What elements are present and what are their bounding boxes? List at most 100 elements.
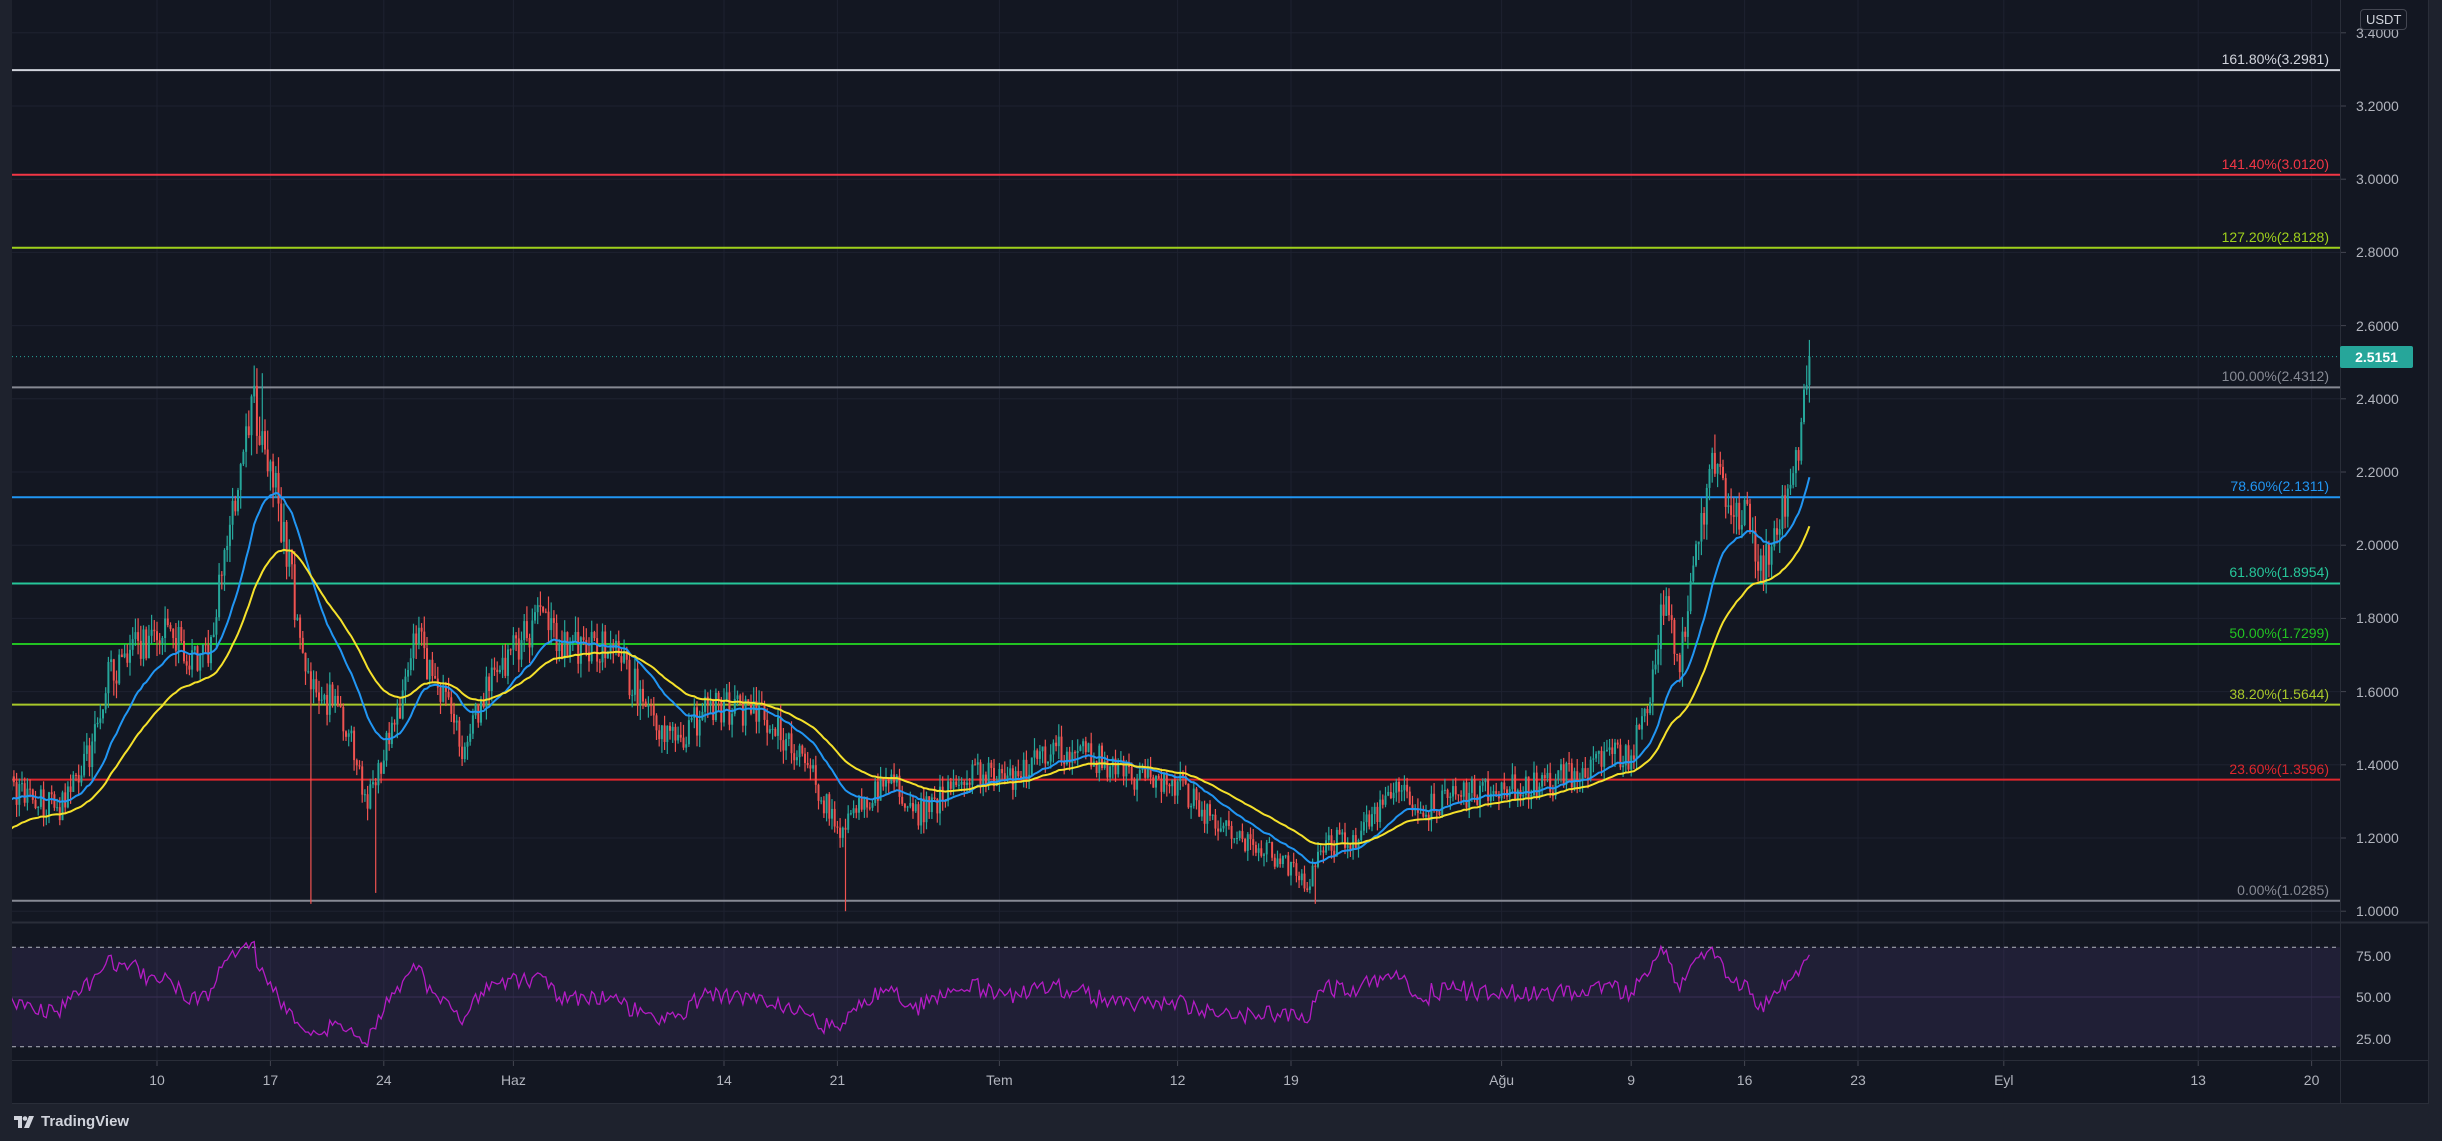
fib-level-label: 100.00%(2.4312) (2221, 368, 2329, 385)
price-axis-label: 1.8000 (2356, 610, 2399, 627)
candle-up (215, 609, 218, 649)
candle-up (231, 487, 234, 540)
candle-down (1214, 808, 1217, 836)
candle-down (361, 760, 364, 803)
candle-down (669, 722, 671, 740)
candle-down (655, 713, 658, 740)
candle-down (53, 791, 56, 811)
candle-up (107, 656, 110, 708)
candle-up (574, 616, 577, 642)
candle-down (566, 631, 569, 657)
candle-up (1030, 757, 1033, 776)
candle-up (404, 668, 407, 704)
candle-down (766, 708, 769, 746)
candle-down (822, 796, 825, 818)
fib-level-label: 161.80%(3.2981) (2221, 51, 2329, 68)
candle-up (523, 614, 526, 652)
candle-up (1800, 417, 1803, 465)
candle-up (1778, 519, 1781, 553)
rsi-axis-label: 75.00 (2356, 947, 2392, 964)
candle-down (596, 623, 599, 672)
candle-up (1708, 464, 1711, 501)
candle-up (212, 622, 215, 638)
candle-up (199, 652, 202, 682)
candle-down (933, 786, 936, 801)
candle-down (15, 772, 18, 817)
candle-down (1279, 853, 1282, 868)
candle-down (1713, 434, 1716, 477)
candle-down (515, 632, 518, 652)
candle-down (1738, 492, 1741, 535)
candle-up (407, 662, 410, 682)
candle-up (218, 563, 221, 621)
candle-up (1284, 854, 1287, 859)
candle-up (1087, 742, 1090, 753)
candle-down (339, 696, 342, 708)
candle-down (544, 608, 547, 614)
candle-down (1514, 766, 1517, 801)
candle-down (1784, 485, 1787, 529)
candle-up (885, 767, 887, 794)
candle-down (1587, 767, 1589, 789)
candle-down (882, 777, 885, 791)
candle-down (1160, 768, 1163, 803)
candle-down (1149, 756, 1152, 785)
time-axis-label: Ağu (1489, 1072, 1515, 1088)
candle-up (976, 753, 979, 775)
candle-down (1376, 802, 1379, 831)
candle-up (1605, 739, 1608, 752)
candle-down (450, 689, 453, 722)
candle-down (1797, 447, 1800, 471)
candle-up (469, 723, 472, 746)
candle-down (901, 785, 904, 806)
tradingview-logo[interactable]: TradingView (14, 1113, 129, 1130)
candle-up (226, 535, 229, 562)
candle-down (696, 701, 698, 747)
candle-down (539, 591, 542, 616)
candle-up (382, 749, 385, 774)
candle-up (296, 614, 299, 621)
candle-down (1465, 778, 1468, 812)
currency-badge[interactable]: USDT (2360, 9, 2408, 30)
candle-down (1427, 811, 1430, 832)
candle-up (895, 774, 898, 787)
candle-up (925, 791, 928, 830)
candle-down (399, 697, 401, 719)
rsi-pane[interactable] (11, 940, 2340, 1048)
candle-up (1533, 761, 1535, 799)
candle-up (841, 826, 844, 848)
candle-up (129, 634, 131, 676)
candle-up (631, 689, 634, 708)
candle-up (363, 789, 366, 802)
candle-down (674, 723, 677, 752)
candle-down (1122, 755, 1125, 786)
chart-panel[interactable] (12, 0, 2429, 1104)
candle-down (393, 719, 396, 732)
candle-up (390, 716, 393, 748)
candle-up (1786, 484, 1789, 528)
candle-up (85, 733, 88, 761)
candle-down (984, 771, 987, 793)
candle-up (1689, 572, 1692, 615)
candle-up (1317, 841, 1319, 869)
time-axis-label: 17 (262, 1072, 279, 1088)
candle-up (1065, 747, 1068, 766)
candle-down (1254, 841, 1257, 857)
fibonacci-retracement[interactable] (12, 69, 2340, 902)
candle-down (1676, 653, 1679, 662)
candle-up (1052, 739, 1055, 763)
candle-up (1560, 758, 1562, 783)
candle-up (1300, 869, 1303, 886)
time-axis-label: 21 (829, 1072, 846, 1088)
candle-down (1306, 881, 1309, 893)
candle-up (906, 805, 909, 812)
candle-down (504, 643, 507, 679)
candle-down (517, 627, 520, 673)
candle-down (636, 662, 639, 716)
slow-moving-average[interactable] (11, 525, 1811, 846)
candle-down (272, 453, 275, 508)
candle-up (1400, 784, 1403, 802)
candle-down (331, 682, 334, 708)
candle-down (309, 662, 312, 904)
